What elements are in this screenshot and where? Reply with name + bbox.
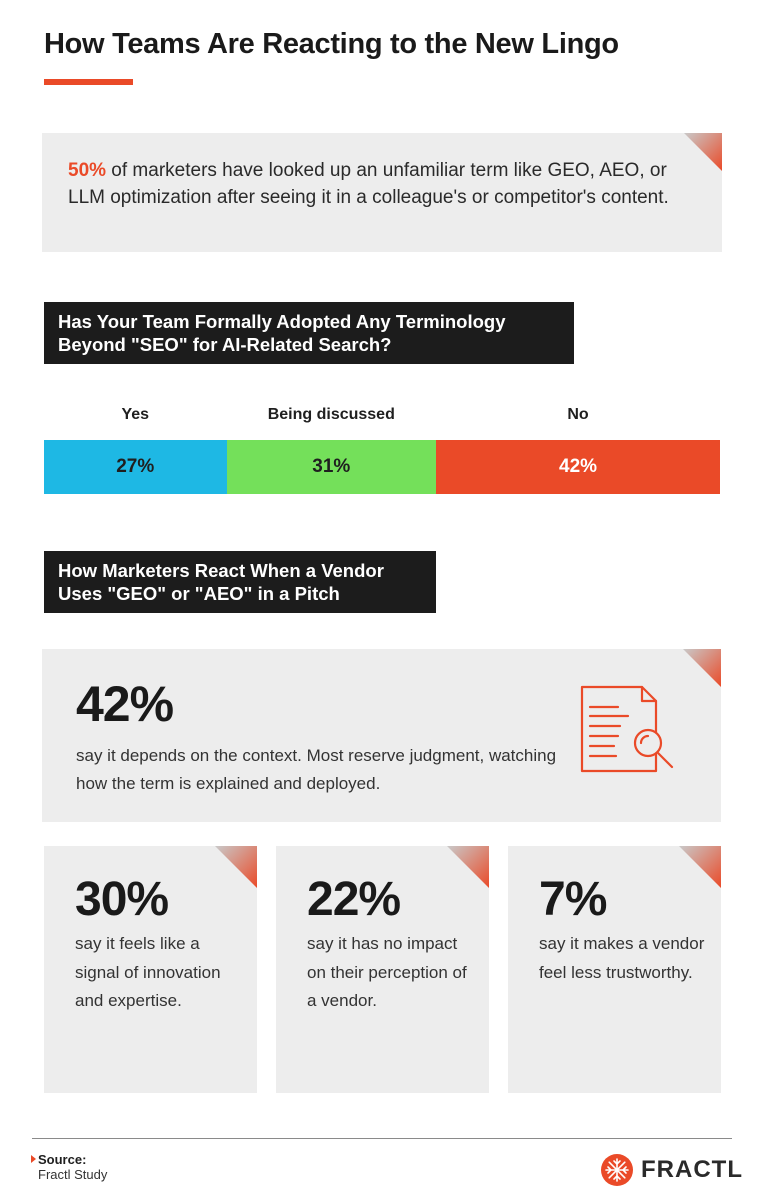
reaction-text: say it feels like a signal of innovation… bbox=[75, 934, 221, 1010]
fractl-logo: FRACTL bbox=[600, 1153, 743, 1187]
document-search-icon bbox=[580, 685, 674, 773]
question-1-heading: Has Your Team Formally Adopted Any Termi… bbox=[44, 302, 574, 364]
reaction-main-text: say it depends on the context. Most rese… bbox=[76, 746, 557, 793]
card-corner-accent bbox=[679, 846, 721, 888]
bar-segment-yes: 27% bbox=[44, 440, 227, 494]
source-text: Fractl Study bbox=[38, 1167, 108, 1182]
bar-value-yes: 27% bbox=[116, 456, 155, 477]
bar-label-being-discussed: Being discussed bbox=[267, 406, 395, 423]
intro-text: 50% of marketers have looked up an unfam… bbox=[68, 157, 688, 211]
page-title: How Teams Are Reacting to the New Lingo bbox=[44, 28, 619, 60]
card-corner-accent bbox=[215, 846, 257, 888]
bar-label-no: No bbox=[567, 406, 589, 423]
reaction-card: 7% say it makes a vendor feel less trust… bbox=[508, 846, 721, 1093]
reaction-card-main: 42% say it depends on the context. Most … bbox=[42, 649, 721, 822]
card-corner-accent bbox=[684, 133, 722, 171]
intro-percentage: 50% bbox=[68, 160, 107, 181]
fractl-logo-text: FRACTL bbox=[641, 1156, 743, 1183]
footer-divider bbox=[32, 1138, 732, 1139]
source-arrow-icon bbox=[31, 1155, 36, 1163]
reaction-text: say it makes a vendor feel less trustwor… bbox=[539, 934, 705, 982]
reaction-card: 22% say it has no impact on their percep… bbox=[276, 846, 489, 1093]
reaction-percentage: 22% bbox=[307, 873, 401, 926]
title-underline bbox=[44, 79, 133, 85]
source-label: Source: bbox=[38, 1152, 87, 1167]
bar-segment-no: 42% bbox=[436, 440, 720, 494]
intro-sentence: of marketers have looked up an unfamilia… bbox=[68, 160, 669, 208]
bar-label-yes: Yes bbox=[121, 406, 150, 423]
intro-stat-card: 50% of marketers have looked up an unfam… bbox=[42, 133, 722, 252]
reaction-percentage: 30% bbox=[75, 873, 169, 926]
reaction-text: say it has no impact on their perception… bbox=[307, 934, 467, 1010]
card-corner-accent bbox=[683, 649, 721, 687]
bar-value-being-discussed: 31% bbox=[312, 456, 351, 477]
reaction-percentage: 7% bbox=[539, 873, 607, 926]
question-2-heading: How Marketers React When a Vendor Uses "… bbox=[44, 551, 436, 613]
reaction-main-percentage: 42% bbox=[76, 676, 174, 732]
card-corner-accent bbox=[447, 846, 489, 888]
reaction-card: 30% say it feels like a signal of innova… bbox=[44, 846, 257, 1093]
stacked-bar: 27% 31% 42% bbox=[44, 440, 720, 494]
fractl-logo-icon bbox=[601, 1154, 633, 1186]
bar-value-no: 42% bbox=[559, 456, 598, 477]
bar-segment-being-discussed: 31% bbox=[226, 440, 437, 494]
